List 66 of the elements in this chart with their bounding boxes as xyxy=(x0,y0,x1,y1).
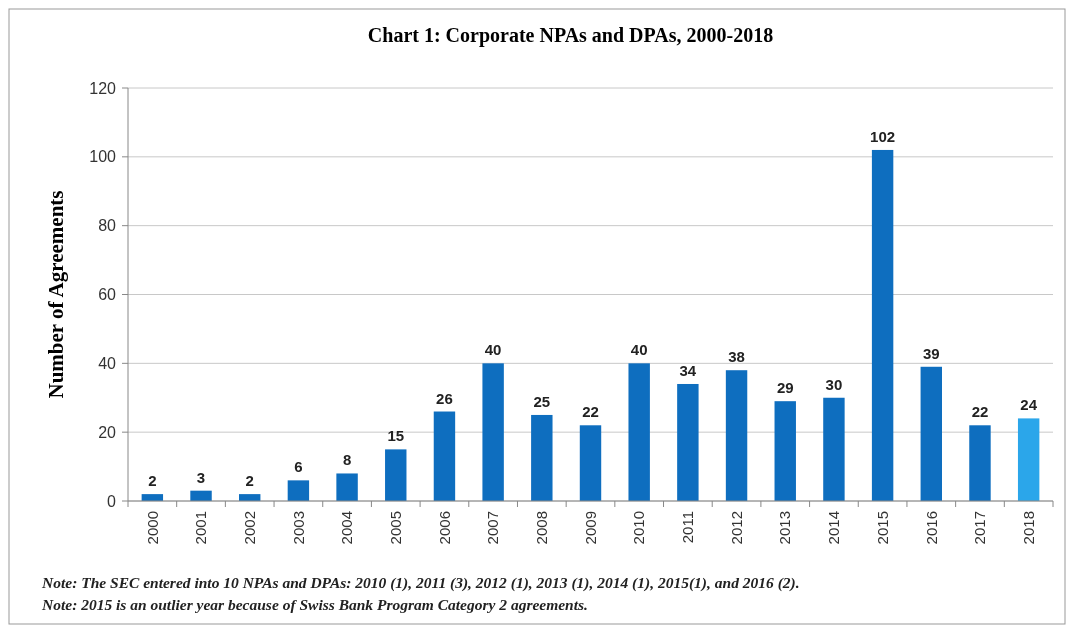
x-tick-label: 2005 xyxy=(387,511,405,545)
bar xyxy=(920,366,942,501)
data-label: 24 xyxy=(1020,396,1038,414)
x-tick-label: 2013 xyxy=(776,511,794,545)
text: Note: 2015 is an outlier year because of Swiss Bank Program Category 2 agreements. xyxy=(41,596,588,613)
data-label: 40 xyxy=(630,341,648,359)
x-tick-label: 2011 xyxy=(679,511,697,544)
x-tick-label: 2015 xyxy=(873,511,891,545)
x-tick-label: 2008 xyxy=(533,511,551,545)
data-label: 26 xyxy=(436,389,453,407)
bar xyxy=(433,411,456,501)
data-label: 30 xyxy=(825,375,843,393)
x-tick-label: 2000 xyxy=(143,511,161,545)
data-label: 22 xyxy=(971,403,989,421)
x-tick-label: 2003 xyxy=(289,511,307,545)
data-label: 2 xyxy=(245,472,254,490)
bar xyxy=(725,370,748,501)
bar xyxy=(677,383,699,501)
y-tick-label: 100 xyxy=(89,148,117,166)
bar xyxy=(628,363,650,501)
y-tick-label: 80 xyxy=(98,217,117,235)
x-tick-label: 2010 xyxy=(630,511,648,545)
bar xyxy=(969,425,991,501)
x-tick-label: 2007 xyxy=(484,511,502,545)
bar xyxy=(774,401,796,501)
data-label: 3 xyxy=(196,468,206,486)
bar xyxy=(190,490,212,501)
data-label: 22 xyxy=(582,403,599,421)
data-label: 8 xyxy=(342,451,352,469)
data-label: 38 xyxy=(728,348,745,366)
bar xyxy=(531,414,553,501)
bar xyxy=(336,473,358,501)
x-tick-label: 2018 xyxy=(1019,511,1037,545)
x-tick-label: 2001 xyxy=(192,511,210,545)
x-tick-label: 2009 xyxy=(581,511,599,545)
y-axis-title: Number of Agreements xyxy=(44,190,68,399)
text: Note: The SEC entered into 10 NPAs and DPAs: 2010 (1), 2011 (3), 2012 (1), 2013 (1), 2014 (1), 2015(1), and 2016 (2). xyxy=(41,574,800,592)
data-label: 40 xyxy=(484,341,502,359)
data-label: 6 xyxy=(294,458,303,476)
x-tick-label: 2012 xyxy=(727,511,745,545)
data-label: 2 xyxy=(148,472,157,490)
x-tick-label: 2017 xyxy=(971,511,989,545)
y-tick-label: 60 xyxy=(98,286,117,304)
y-tick-label: 120 xyxy=(89,79,117,97)
bar xyxy=(871,149,894,501)
bar xyxy=(823,397,845,501)
data-label: 15 xyxy=(387,427,405,445)
y-tick-label: 20 xyxy=(98,423,117,441)
x-tick-label: 2002 xyxy=(240,511,258,545)
x-tick-label: 2014 xyxy=(825,511,843,545)
data-label: 102 xyxy=(870,127,896,145)
x-tick-label: 2016 xyxy=(922,511,940,545)
bar xyxy=(579,425,602,501)
data-label: 29 xyxy=(776,379,794,397)
data-label: 39 xyxy=(922,344,940,362)
data-label: 25 xyxy=(533,392,551,410)
bar xyxy=(385,449,407,501)
bar xyxy=(1017,418,1040,501)
bar xyxy=(287,480,310,501)
y-tick-label: 40 xyxy=(98,354,117,372)
x-tick-label: 2004 xyxy=(338,511,356,545)
x-tick-label: 2006 xyxy=(435,511,453,545)
data-label: 34 xyxy=(679,361,697,379)
chart-title: Chart 1: Corporate NPAs and DPAs, 2000-2018 xyxy=(367,24,774,47)
bar xyxy=(482,363,504,501)
y-tick-label: 0 xyxy=(107,492,117,510)
